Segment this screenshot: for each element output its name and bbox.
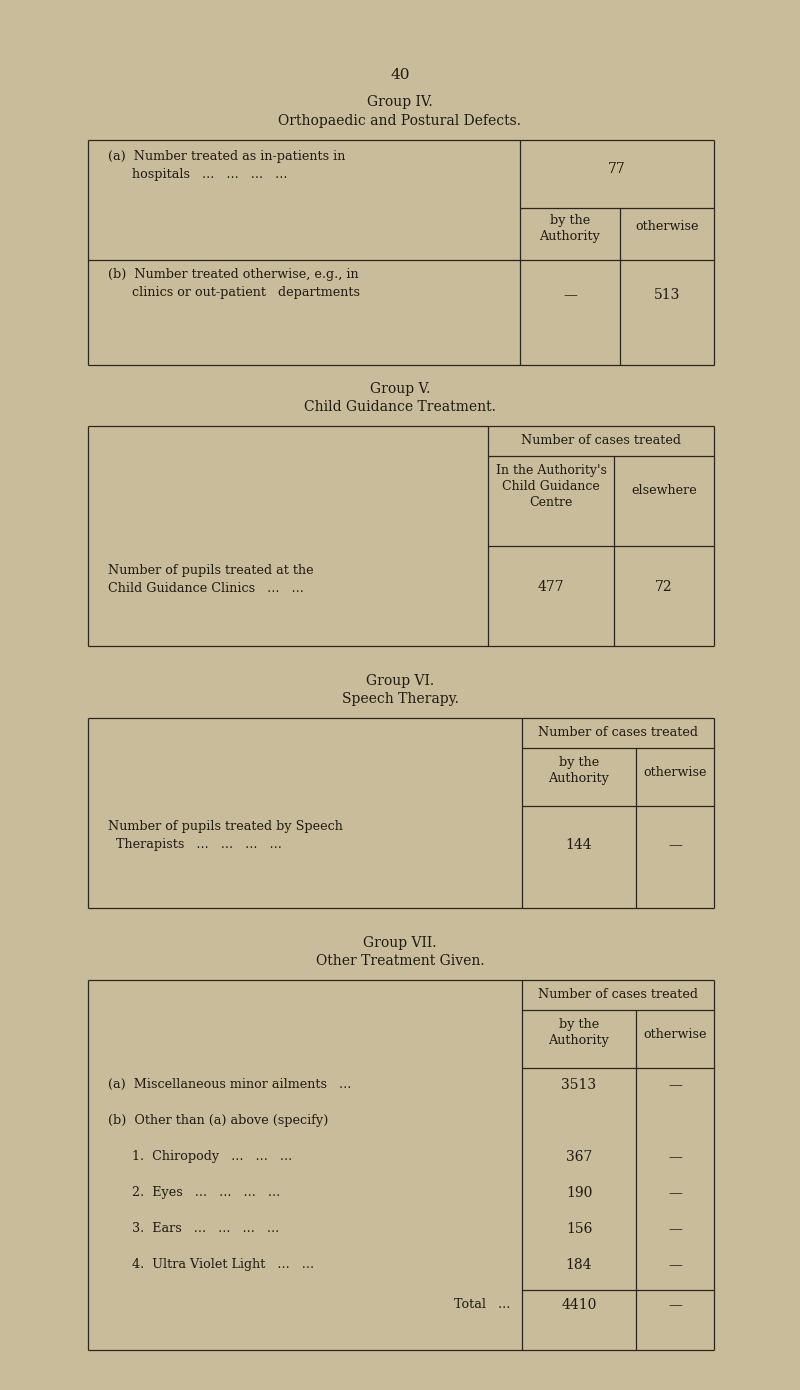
Text: by the: by the	[550, 214, 590, 227]
Text: 184: 184	[566, 1258, 592, 1272]
Text: Authority: Authority	[549, 771, 610, 785]
Text: 477: 477	[538, 580, 564, 594]
Text: Orthopaedic and Postural Defects.: Orthopaedic and Postural Defects.	[278, 114, 522, 128]
Text: elsewhere: elsewhere	[631, 484, 697, 498]
Text: Centre: Centre	[530, 496, 573, 509]
Text: Number of pupils treated by Speech: Number of pupils treated by Speech	[108, 820, 343, 833]
Text: —: —	[668, 838, 682, 852]
Text: Number of cases treated: Number of cases treated	[521, 434, 681, 448]
Text: by the: by the	[559, 1017, 599, 1031]
Text: 367: 367	[566, 1150, 592, 1163]
Text: 77: 77	[608, 163, 626, 177]
Text: —: —	[668, 1298, 682, 1312]
Text: 156: 156	[566, 1222, 592, 1236]
Text: Number of cases treated: Number of cases treated	[538, 988, 698, 1001]
Text: Total   ...: Total ...	[454, 1298, 510, 1311]
Text: Child Guidance Treatment.: Child Guidance Treatment.	[304, 400, 496, 414]
Text: otherwise: otherwise	[643, 766, 706, 778]
Text: clinics or out-patient   departments: clinics or out-patient departments	[108, 286, 360, 299]
Text: In the Authority's: In the Authority's	[495, 464, 606, 477]
Text: —: —	[563, 288, 577, 302]
Text: 144: 144	[566, 838, 592, 852]
Text: (a)  Miscellaneous minor ailments   ...: (a) Miscellaneous minor ailments ...	[108, 1079, 351, 1091]
Text: Number of pupils treated at the: Number of pupils treated at the	[108, 564, 314, 577]
Text: (a)  Number treated as in-patients in: (a) Number treated as in-patients in	[108, 150, 346, 163]
Text: by the: by the	[559, 756, 599, 769]
Text: 190: 190	[566, 1186, 592, 1200]
Text: 2.  Eyes   ...   ...   ...   ...: 2. Eyes ... ... ... ...	[108, 1186, 280, 1200]
Text: Group VII.: Group VII.	[363, 935, 437, 949]
Text: Speech Therapy.: Speech Therapy.	[342, 692, 458, 706]
Text: 40: 40	[390, 68, 410, 82]
Text: Group VI.: Group VI.	[366, 674, 434, 688]
Text: Number of cases treated: Number of cases treated	[538, 726, 698, 739]
Text: otherwise: otherwise	[643, 1029, 706, 1041]
Text: 4.  Ultra Violet Light   ...   ...: 4. Ultra Violet Light ... ...	[108, 1258, 314, 1270]
Text: 4410: 4410	[562, 1298, 597, 1312]
Text: 72: 72	[655, 580, 673, 594]
Text: (b)  Number treated otherwise, e.g., in: (b) Number treated otherwise, e.g., in	[108, 268, 358, 281]
Text: —: —	[668, 1186, 682, 1200]
Text: Other Treatment Given.: Other Treatment Given.	[316, 954, 484, 967]
Text: (b)  Other than (a) above (specify): (b) Other than (a) above (specify)	[108, 1113, 328, 1127]
Text: —: —	[668, 1258, 682, 1272]
Text: otherwise: otherwise	[635, 220, 698, 234]
Text: 3.  Ears   ...   ...   ...   ...: 3. Ears ... ... ... ...	[108, 1222, 279, 1234]
Text: 1.  Chiropody   ...   ...   ...: 1. Chiropody ... ... ...	[108, 1150, 292, 1163]
Text: Therapists   ...   ...   ...   ...: Therapists ... ... ... ...	[108, 838, 282, 851]
Text: Group IV.: Group IV.	[367, 95, 433, 108]
Text: Child Guidance Clinics   ...   ...: Child Guidance Clinics ... ...	[108, 582, 304, 595]
Text: —: —	[668, 1150, 682, 1163]
Text: Child Guidance: Child Guidance	[502, 480, 600, 493]
Text: Authority: Authority	[549, 1034, 610, 1047]
Text: hospitals   ...   ...   ...   ...: hospitals ... ... ... ...	[108, 168, 287, 181]
Text: —: —	[668, 1079, 682, 1093]
Text: 513: 513	[654, 288, 680, 302]
Text: —: —	[668, 1222, 682, 1236]
Text: 3513: 3513	[562, 1079, 597, 1093]
Text: Group V.: Group V.	[370, 382, 430, 396]
Text: Authority: Authority	[539, 229, 601, 243]
